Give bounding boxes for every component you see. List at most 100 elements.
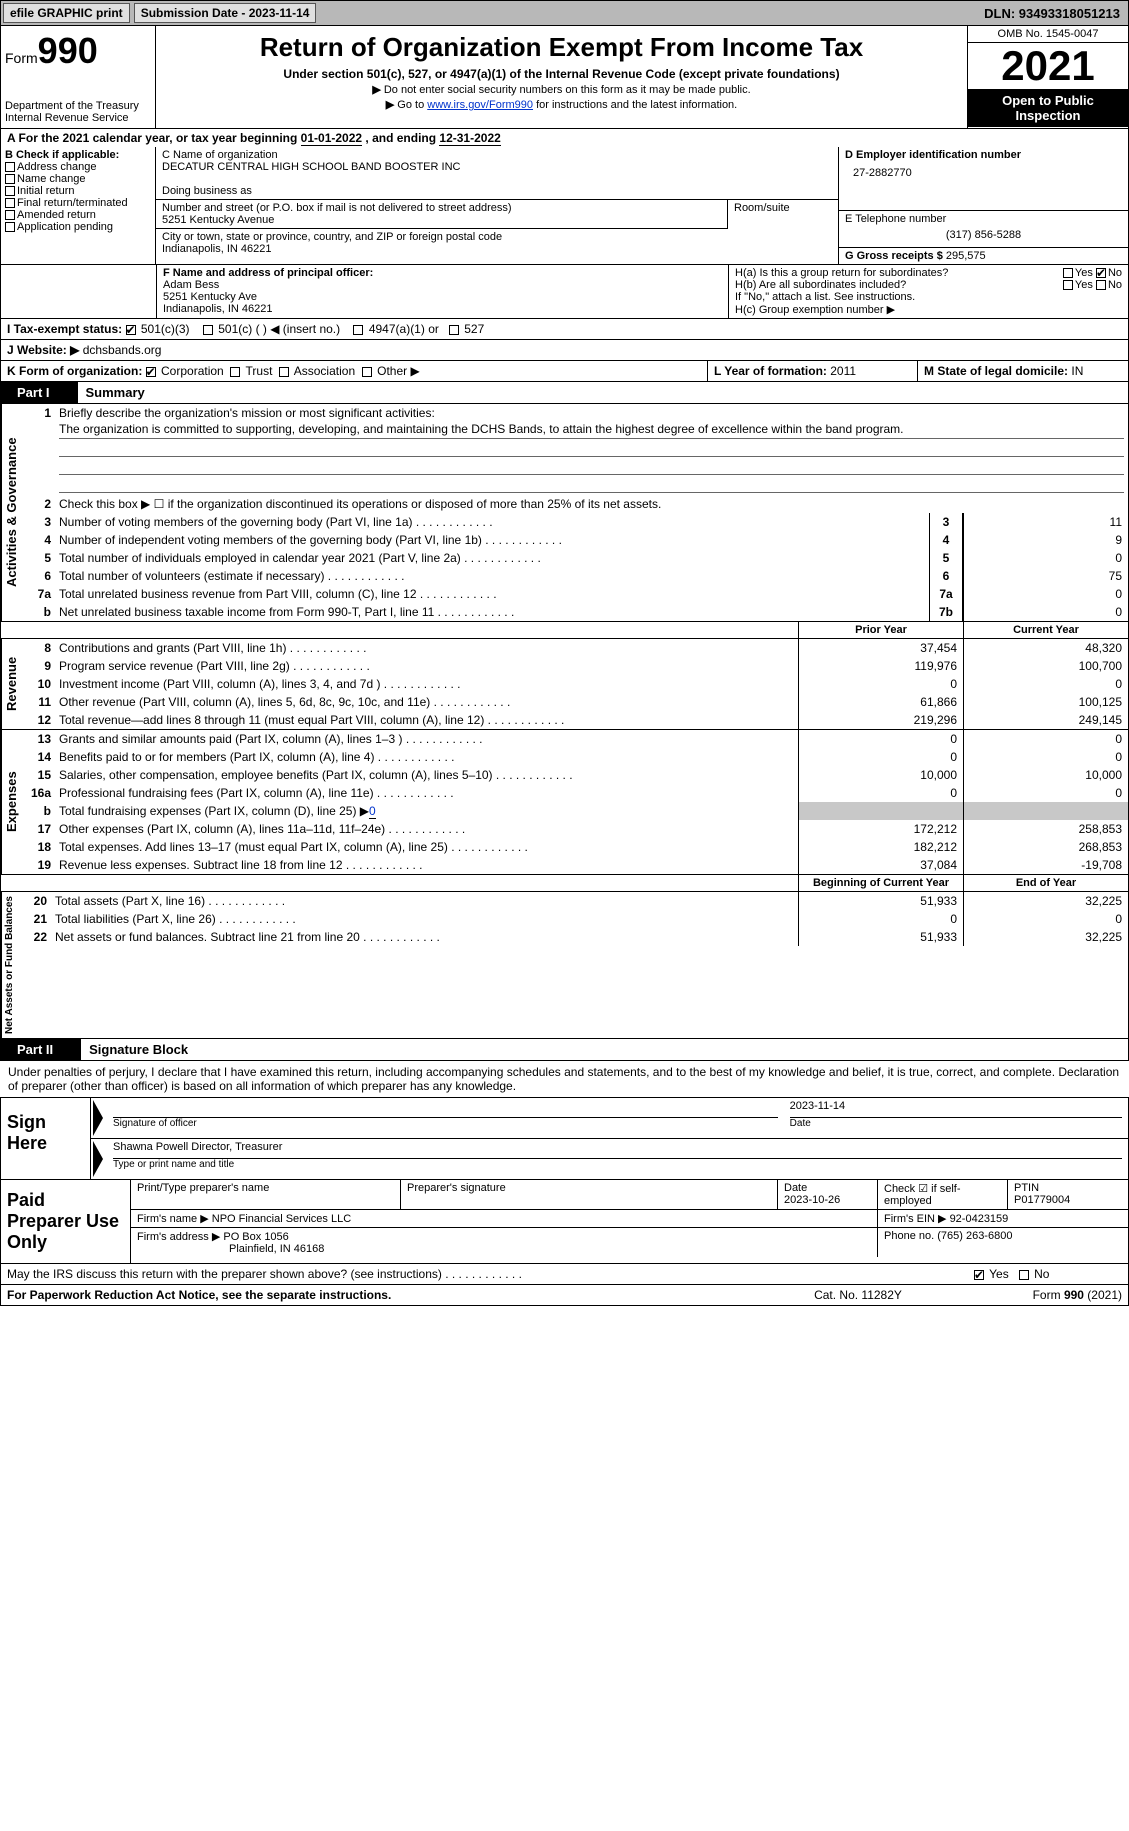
check-corp[interactable] [146, 367, 156, 377]
table-row: 8Contributions and grants (Part VIII, li… [21, 639, 1128, 657]
q1-label: Briefly describe the organization's miss… [59, 406, 435, 420]
city-cell: City or town, state or province, country… [156, 229, 838, 257]
section-revenue: Revenue 8Contributions and grants (Part … [1, 639, 1128, 730]
j-label: J Website: ▶ [7, 343, 79, 357]
check-4947[interactable] [353, 325, 363, 335]
irs-link[interactable]: www.irs.gov/Form990 [427, 99, 533, 111]
check-501c3[interactable] [126, 325, 136, 335]
table-row: 12Total revenue—add lines 8 through 11 (… [21, 711, 1128, 729]
n1: 1 [21, 404, 55, 495]
table-row: 3Number of voting members of the governi… [21, 513, 1128, 531]
line-1: 1 Briefly describe the organization's mi… [21, 404, 1128, 495]
num-box: 3 [929, 513, 963, 531]
dba-label: Doing business as [162, 185, 832, 197]
line-text: Total number of volunteers (estimate if … [55, 567, 929, 585]
begin-year-header: Beginning of Current Year [798, 875, 963, 891]
hb-label: H(b) Are all subordinates included? [735, 279, 1063, 291]
check-amended[interactable]: Amended return [5, 209, 151, 221]
value-current: 249,145 [963, 711, 1128, 729]
m-label: M State of legal domicile: [924, 364, 1071, 378]
vlabel-expenses: Expenses [1, 730, 21, 874]
org-name: DECATUR CENTRAL HIGH SCHOOL BAND BOOSTER… [162, 161, 832, 173]
city-label: City or town, state or province, country… [162, 231, 832, 243]
check-trust[interactable] [230, 367, 240, 377]
nhn [21, 875, 55, 891]
num-box: 5 [929, 549, 963, 567]
check-address[interactable]: Address change [5, 161, 151, 173]
prep-sig-cell: Preparer's signature [401, 1180, 778, 1209]
box-f: F Name and address of principal officer:… [156, 265, 728, 318]
q2-text: Check this box ▶ ☐ if the organization d… [55, 495, 1128, 513]
num-box: 7a [929, 585, 963, 603]
org-name-label: C Name of organization [162, 149, 832, 161]
line-num: 16a [21, 784, 55, 802]
gross-value: 295,575 [946, 250, 986, 262]
self-emp-cell: Check ☑ if self-employed [878, 1180, 1008, 1209]
check-name[interactable]: Name change [5, 173, 151, 185]
sig-underline [113, 1100, 778, 1118]
phone-value: (317) 856-5288 [845, 225, 1122, 245]
prior-year-header: Prior Year [798, 622, 963, 638]
ht [55, 622, 798, 638]
rule2 [59, 457, 1124, 475]
line-num: b [21, 603, 55, 621]
form-subtitle: Under section 501(c), 527, or 4947(a)(1)… [162, 67, 961, 81]
omb-number: OMB No. 1545-0047 [968, 26, 1128, 43]
note-goto: ▶ Go to www.irs.gov/Form990 for instruct… [162, 98, 961, 111]
value-current: 0 [963, 748, 1128, 766]
efile-graphic-button[interactable]: efile GRAPHIC print [3, 3, 130, 23]
vlabel-netassets: Net Assets or Fund Balances [1, 892, 17, 1038]
line-text: Salaries, other compensation, employee b… [55, 766, 798, 784]
value-current: 0 [963, 784, 1128, 802]
street-label: Number and street (or P.O. box if mail i… [162, 202, 721, 214]
arrow-icon [93, 1100, 103, 1136]
line-num: 8 [21, 639, 55, 657]
sign-body: Signature of officer 2023-11-14 Date Sha… [91, 1098, 1128, 1179]
table-row: 5Total number of individuals employed in… [21, 549, 1128, 567]
line-text: Total unrelated business revenue from Pa… [55, 585, 929, 603]
check-501c[interactable] [203, 325, 213, 335]
tax-year: 2021 [968, 43, 1128, 89]
line-text: Program service revenue (Part VIII, line… [55, 657, 798, 675]
box-i: I Tax-exempt status: 501(c)(3) 501(c) ( … [1, 319, 1128, 339]
ein-label: D Employer identification number [845, 149, 1122, 161]
check-527[interactable] [449, 325, 459, 335]
value-current: 258,853 [963, 820, 1128, 838]
discuss-yes-check[interactable] [974, 1270, 984, 1280]
box-b: B Check if applicable: Address change Na… [1, 147, 156, 264]
discuss-no-check[interactable] [1019, 1270, 1029, 1280]
check-other[interactable] [362, 367, 372, 377]
firm-addr-label: Firm's address ▶ [137, 1231, 220, 1243]
gross-cell: G Gross receipts $ 295,575 [839, 248, 1128, 264]
officer-printed: Shawna Powell Director, Treasurer [113, 1141, 1122, 1159]
rule1 [59, 439, 1124, 457]
firm-ein-value: 92-0423159 [950, 1213, 1009, 1225]
table-row: 17Other expenses (Part IX, column (A), l… [21, 820, 1128, 838]
submission-date-button[interactable]: Submission Date - 2023-11-14 [134, 3, 317, 23]
line-text: Benefits paid to or for members (Part IX… [55, 748, 798, 766]
part1-header: Part I Summary [0, 382, 1129, 404]
hn [21, 622, 55, 638]
line-num: 21 [17, 910, 51, 928]
part1-label: Part I [1, 382, 78, 403]
line-num: 17 [21, 820, 55, 838]
firm-ein-label: Firm's EIN ▶ [884, 1213, 947, 1225]
check-final[interactable]: Final return/terminated [5, 197, 151, 209]
num-box: 7b [929, 603, 963, 621]
value-prior [798, 802, 963, 820]
line-text: Contributions and grants (Part VIII, lin… [55, 639, 798, 657]
section-net-header: . Beginning of Current Year End of Year [1, 875, 1128, 892]
line-num: 14 [21, 748, 55, 766]
prep-name-cell: Print/Type preparer's name [131, 1180, 401, 1209]
netassets-content: 20Total assets (Part X, line 16)51,93332… [17, 892, 1128, 1038]
current-year-header: Current Year [963, 622, 1128, 638]
section-netassets: Net Assets or Fund Balances 20Total asse… [1, 892, 1128, 1038]
check-app-pending[interactable]: Application pending [5, 221, 151, 233]
ha-label: H(a) Is this a group return for subordin… [735, 267, 1063, 279]
firm-phone-value: (765) 263-6800 [937, 1230, 1012, 1242]
nht [55, 875, 798, 891]
check-assoc[interactable] [279, 367, 289, 377]
check-initial[interactable]: Initial return [5, 185, 151, 197]
ha-row: H(a) Is this a group return for subordin… [735, 267, 1122, 279]
note2-post: for instructions and the latest informat… [533, 99, 737, 111]
